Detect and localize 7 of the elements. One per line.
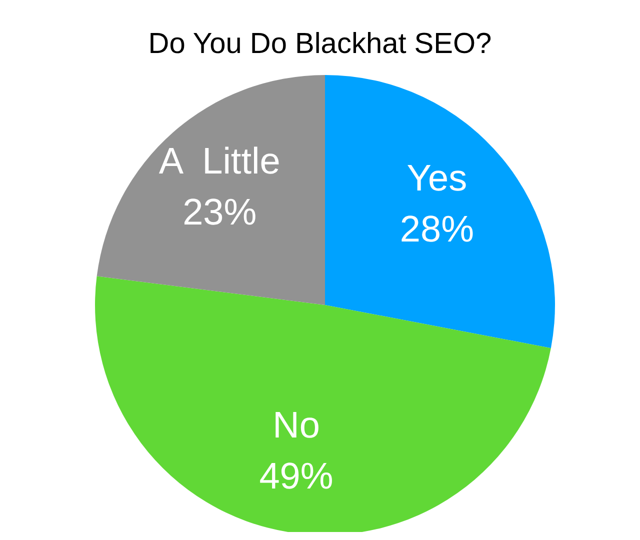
data-label: 49% xyxy=(259,455,334,496)
data-label: 23% xyxy=(182,192,257,233)
slice-label: No xyxy=(272,404,320,446)
data-label: 28% xyxy=(400,208,474,250)
chart-title: Do You Do Blackhat SEO? xyxy=(148,28,492,60)
slice-label: A Little xyxy=(158,140,280,182)
slice-label: Yes xyxy=(406,158,468,199)
